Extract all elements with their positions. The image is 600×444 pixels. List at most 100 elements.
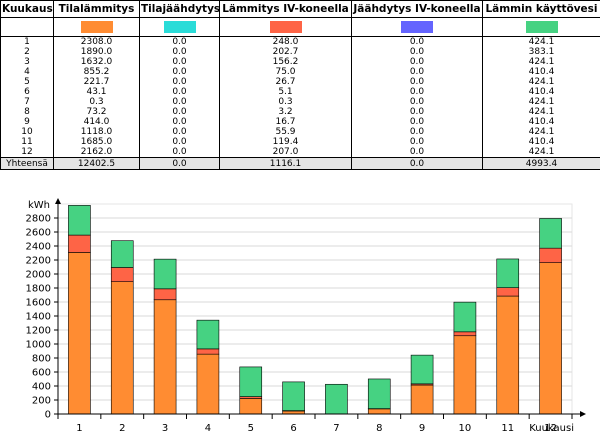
cell-lammitys-iv: 16.7 — [219, 117, 352, 127]
x-tick-label: 2 — [119, 423, 125, 434]
cell-lammin-kayttovesi: 410.4 — [482, 117, 600, 127]
table-row: 11 1685.0 0.0 119.4 0.0 410.4 — [0, 137, 600, 147]
bar-segment-tilal-mmitys — [196, 353, 220, 415]
x-tick-label: 5 — [248, 423, 254, 434]
cell-kuukausi: 7 — [0, 97, 54, 107]
x-axis-arrow — [580, 411, 586, 417]
cell-tilalammitys: 0.3 — [53, 97, 140, 107]
bar-segment-l-mmin-k-ytt-vesi — [68, 205, 91, 236]
cell-kuukausi: 5 — [0, 77, 54, 87]
legend-swatch-tilajaahdytys — [163, 21, 196, 33]
cell-lammitys-iv: 3.2 — [219, 107, 352, 117]
bar-segment-l-mmin-k-ytt-vesi — [453, 301, 477, 333]
cell-kuukausi: 9 — [0, 117, 54, 127]
y-axis-title: kWh — [28, 200, 50, 211]
cell-tilajaahdytys: 0.0 — [139, 77, 220, 87]
total-jaahdytys-iv: 0.0 — [351, 157, 483, 170]
cell-jaahdytys-iv: 0.0 — [351, 77, 483, 87]
legend-swatch-lammin-kayttovesi — [525, 21, 558, 33]
energy-table: Kuukausi Tilalämmitys Tilajäähdytys Lämm… — [0, 0, 600, 170]
x-tick-label: 3 — [162, 423, 168, 434]
bar-segment-l-mmin-k-ytt-vesi — [153, 258, 177, 290]
cell-tilalammitys: 1890.0 — [53, 47, 140, 57]
cell-kuukausi: 4 — [0, 67, 54, 77]
cell-kuukausi: 2 — [0, 47, 54, 57]
table-row: 6 43.1 0.0 5.1 0.0 410.4 — [0, 87, 600, 97]
x-tick-label: 6 — [290, 423, 296, 434]
cell-lammitys-iv: 207.0 — [219, 147, 352, 158]
cell-kuukausi: 6 — [0, 87, 54, 97]
bar-segment-l-mmin-k-ytt-vesi — [282, 381, 305, 411]
y-axis-arrow — [55, 198, 61, 204]
cell-lammitys-iv: 156.2 — [219, 57, 352, 67]
y-tick-label: 200 — [32, 396, 51, 407]
y-tick-label: 2000 — [26, 270, 51, 281]
table-row: 8 73.2 0.0 3.2 0.0 424.1 — [0, 107, 600, 117]
cell-jaahdytys-iv: 0.0 — [351, 107, 483, 117]
y-tick-label: 800 — [32, 354, 51, 365]
x-tick-label: 10 — [459, 423, 472, 434]
energy-bar-chart: 0 200 400 600 800 1000 1200 1400 1600 1800 2000 220… — [26, 198, 586, 434]
bar-segment-tilal-mmitys — [367, 408, 391, 415]
y-tick-label: 1000 — [26, 340, 51, 351]
cell-jaahdytys-iv: 0.0 — [351, 137, 483, 147]
x-axis-title: Kuukausi — [529, 423, 574, 434]
bar-segment-tilal-mmitys — [110, 281, 134, 415]
cell-jaahdytys-iv: 0.0 — [351, 127, 483, 137]
cell-lammitys-iv: 5.1 — [219, 87, 352, 97]
cell-tilalammitys: 414.0 — [53, 117, 140, 127]
legend-swatch-jaahdytys-iv — [401, 21, 433, 33]
legend-swatch-row — [0, 17, 600, 37]
swatch-cell — [53, 17, 140, 37]
header-kuukausi: Kuukausi — [0, 0, 54, 18]
cell-tilajaahdytys: 0.0 — [139, 137, 220, 147]
y-tick-label: 2600 — [26, 228, 51, 239]
cell-jaahdytys-iv: 0.0 — [351, 87, 483, 97]
plot-area — [57, 203, 573, 415]
cell-jaahdytys-iv: 0.0 — [351, 36, 483, 47]
cell-lammitys-iv: 248.0 — [219, 36, 352, 47]
cell-lammitys-iv: 55.9 — [219, 127, 352, 137]
y-tick-label: 400 — [32, 382, 51, 393]
cell-tilajaahdytys: 0.0 — [139, 36, 220, 47]
cell-lammitys-iv: 119.4 — [219, 137, 352, 147]
bar-segment-l-mmitys-iv-koneella — [110, 267, 134, 283]
bar-segment-l-mmin-k-ytt-vesi — [325, 383, 348, 415]
table-body: 1 2308.0 0.0 248.0 0.0 424.1 2 1890.0 0.0 202.7 0.… — [0, 17, 600, 170]
y-tick-label: 1600 — [26, 298, 51, 309]
y-tick-label: 1400 — [26, 312, 51, 323]
cell-lammitys-iv: 26.7 — [219, 77, 352, 87]
cell-tilajaahdytys: 0.0 — [139, 67, 220, 77]
x-tick-label: 9 — [419, 423, 425, 434]
bar-segment-tilal-mmitys — [68, 252, 91, 415]
legend-swatch-tilalammitys — [80, 21, 113, 33]
cell-kuukausi: 10 — [0, 127, 54, 137]
cell-jaahdytys-iv: 0.0 — [351, 117, 483, 127]
bar-segment-l-mmitys-iv-koneella — [539, 247, 562, 263]
header-tilalammitys: Tilalämmitys — [53, 0, 140, 18]
cell-tilalammitys: 43.1 — [53, 87, 140, 97]
cell-jaahdytys-iv: 0.0 — [351, 47, 483, 57]
bar-segment-tilal-mmitys — [153, 299, 177, 415]
cell-tilalammitys: 2308.0 — [53, 36, 140, 47]
swatch-cell — [139, 17, 220, 37]
y-tick-label: 600 — [32, 368, 51, 379]
x-tick-label: 11 — [501, 423, 514, 434]
cell-tilalammitys: 221.7 — [53, 77, 140, 87]
bar-segment-tilal-mmitys — [496, 295, 520, 415]
total-tilajaahdytys: 0.0 — [139, 157, 220, 170]
cell-tilajaahdytys: 0.0 — [139, 147, 220, 158]
y-tick-label: 2400 — [26, 242, 51, 253]
table-row: 9 414.0 0.0 16.7 0.0 410.4 — [0, 117, 600, 127]
cell-lammin-kayttovesi: 424.1 — [482, 57, 600, 67]
total-lammitys-iv: 1116.1 — [219, 157, 352, 170]
x-tick-label: 7 — [333, 423, 339, 434]
cell-lammin-kayttovesi: 424.1 — [482, 127, 600, 137]
cell-tilalammitys: 73.2 — [53, 107, 140, 117]
cell-jaahdytys-iv: 0.0 — [351, 97, 483, 107]
y-tick-label: 0 — [45, 410, 51, 421]
cell-kuukausi: 1 — [0, 36, 54, 47]
swatch-cell — [219, 17, 352, 37]
cell-lammin-kayttovesi: 424.1 — [482, 36, 600, 47]
cell-tilalammitys: 1632.0 — [53, 57, 140, 67]
